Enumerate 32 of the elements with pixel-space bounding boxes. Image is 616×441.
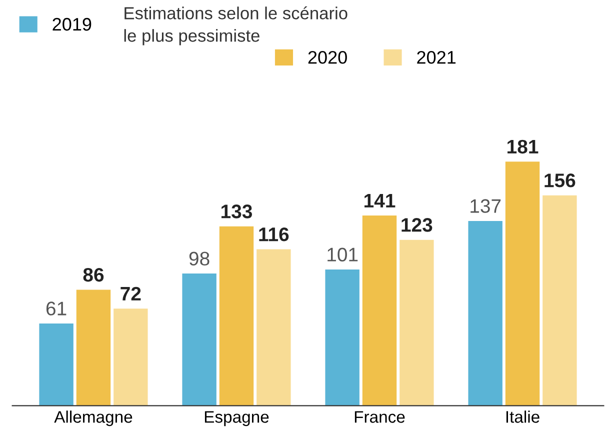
- data-label: 86: [83, 268, 104, 282]
- x-tick-label: Italie: [506, 410, 540, 423]
- legend-label: 2020: [308, 50, 347, 64]
- data-label: 181: [508, 140, 538, 154]
- text: Estimations selon le scénario le plus pessimiste: [124, 6, 348, 46]
- x-tick-label: France: [354, 411, 405, 423]
- data-label: 133: [222, 204, 252, 218]
- legend-label: 2021: [417, 50, 456, 64]
- bar: [114, 308, 148, 406]
- bar: [219, 226, 254, 406]
- bar: [400, 240, 434, 406]
- x-tick-label: Espagne: [204, 411, 269, 426]
- bar: [39, 323, 74, 406]
- bar: [468, 220, 502, 406]
- data-label: 98: [189, 252, 210, 266]
- legend-label: 2019: [52, 18, 92, 31]
- bar: [505, 162, 540, 406]
- bar: [542, 195, 577, 406]
- data-label: 137: [470, 199, 501, 213]
- bar: [182, 274, 216, 406]
- data-label: 101: [328, 248, 358, 262]
- x-tick-label: Allemagne: [54, 410, 132, 426]
- data-label: 72: [120, 286, 141, 300]
- data-label: 61: [46, 302, 66, 316]
- bar: [362, 216, 397, 406]
- bar: [256, 249, 291, 406]
- data-label: 141: [364, 194, 396, 208]
- data-label: 123: [402, 218, 432, 232]
- data-label: 156: [544, 174, 576, 188]
- data-label: 116: [259, 227, 289, 242]
- bar: [325, 269, 360, 406]
- bar: [76, 290, 111, 406]
